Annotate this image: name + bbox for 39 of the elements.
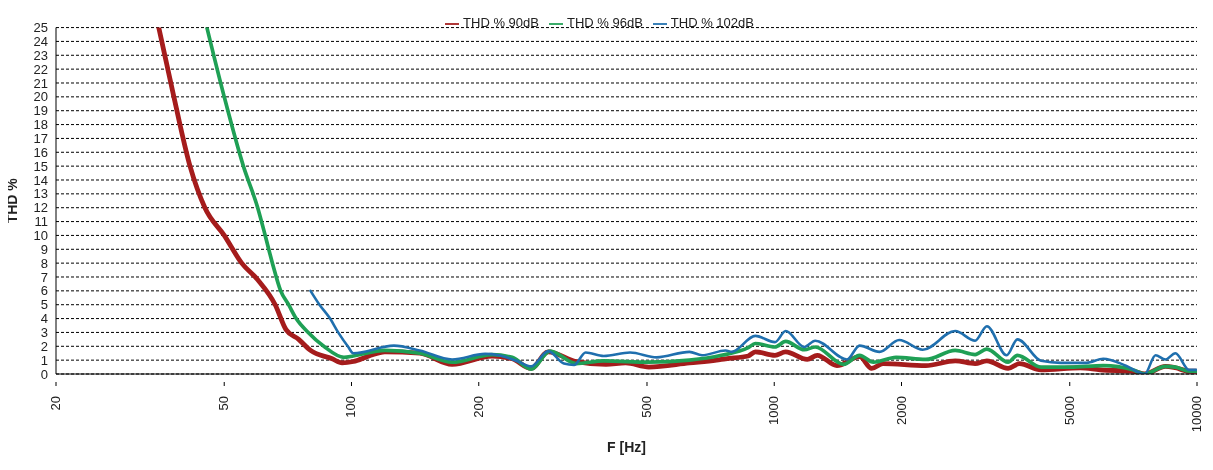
y-axis-title: THD % bbox=[3, 177, 20, 224]
y-tick-label: 23 bbox=[33, 47, 48, 63]
y-tick-label: 3 bbox=[40, 325, 48, 341]
x-tick-label: 50 bbox=[216, 396, 232, 411]
x-tick-label: 500 bbox=[638, 396, 654, 418]
y-tick-label: 17 bbox=[33, 131, 48, 147]
y-tick-label: 16 bbox=[33, 144, 48, 160]
legend-label: THD % 90dB bbox=[463, 15, 539, 30]
x-tick-label: 5000 bbox=[1061, 396, 1077, 425]
y-tick-label: 19 bbox=[33, 103, 48, 119]
y-tick-label: 11 bbox=[34, 214, 48, 230]
x-tick-label: 1000 bbox=[766, 396, 782, 425]
y-tick-label: 8 bbox=[40, 255, 48, 271]
y-tick-label: 4 bbox=[40, 311, 48, 327]
y-tick-label: 1 bbox=[40, 352, 48, 368]
x-tick-label: 2000 bbox=[893, 396, 909, 425]
x-axis-title: F [Hz] bbox=[607, 439, 646, 455]
y-tick-label: 24 bbox=[33, 34, 48, 50]
y-tick-label: 22 bbox=[33, 61, 48, 77]
y-tick-label: 13 bbox=[33, 186, 48, 202]
legend-label: THD % 96dB bbox=[566, 15, 643, 30]
y-tick-label: 15 bbox=[33, 158, 48, 174]
y-tick-label: 12 bbox=[33, 200, 48, 216]
y-tick-label: 20 bbox=[33, 89, 48, 105]
legend-label: THD % 102dB bbox=[670, 15, 754, 30]
y-tick-label: 0 bbox=[40, 366, 48, 382]
x-tick-label: 100 bbox=[343, 396, 359, 418]
x-tick-label: 200 bbox=[470, 396, 486, 418]
y-tick-label: 6 bbox=[40, 283, 48, 299]
y-tick-label: 14 bbox=[33, 172, 48, 188]
y-tick-label: 7 bbox=[40, 269, 48, 285]
y-tick-label: 18 bbox=[33, 117, 48, 133]
y-tick-label: 9 bbox=[40, 241, 48, 257]
y-tick-label: 5 bbox=[40, 297, 48, 313]
x-tick-label: 10000 bbox=[1189, 396, 1204, 433]
y-tick-label: 2 bbox=[40, 338, 48, 354]
y-tick-label: 25 bbox=[33, 20, 48, 36]
y-tick-label: 21 bbox=[33, 75, 48, 91]
y-tick-label: 10 bbox=[33, 228, 48, 244]
